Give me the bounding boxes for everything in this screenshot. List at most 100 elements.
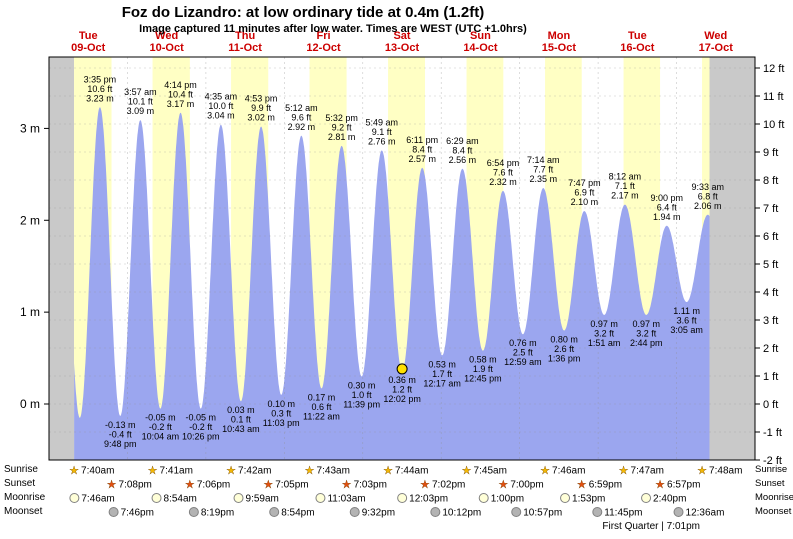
moonset-circle-icon [349,507,360,517]
right-axis-label: 6 ft [763,231,778,243]
left-axis-label: 1 m [20,305,40,319]
tide-high-annotation: 6:54 pm [487,158,520,168]
moonrise-time: 12:03pm [409,494,448,505]
tide-low-annotation: 1.9 ft [473,364,494,374]
tide-low-annotation: 1:36 pm [548,354,581,364]
tide-low-annotation: 0.76 m [509,338,537,348]
tide-low-annotation: 0.80 m [550,335,578,345]
moonrise-time: 2:40pm [653,494,686,505]
sunset-star-icon: ★ [185,479,195,491]
tide-low-annotation: 2:44 pm [630,338,663,348]
moonset-circle-icon [592,507,603,517]
tide-high-annotation: 4:53 pm [245,94,278,104]
moonrise-circle-icon [233,493,244,503]
tide-high-annotation: 9:00 pm [650,193,683,203]
tide-high-annotation: 4:35 am [205,92,238,102]
right-axis-label: 5 ft [763,259,778,271]
day-label-name: Tue [79,30,98,42]
moonrise-circle-icon [478,493,489,503]
tide-high-annotation: 9.1 ft [372,127,393,137]
tide-low-annotation: 3.2 ft [594,328,615,338]
tide-low-annotation: 12:45 pm [464,374,502,384]
tide-high-annotation: 9.2 ft [332,122,353,132]
moonset-row-label-right: Moonset [755,506,792,517]
tide-low-annotation: 10:43 am [222,424,260,434]
tide-high-annotation: 6:29 am [446,136,479,146]
tide-low-annotation: 12:17 am [423,378,461,388]
sunset-star-icon: ★ [420,479,430,491]
sunset-time: 7:08pm [119,480,152,491]
moonrise-row-label-left: Moonrise [4,492,46,503]
right-axis-label: 9 ft [763,147,778,159]
sunrise-star-icon: ★ [540,465,550,477]
sunset-time: 6:59pm [589,480,622,491]
sunrise-row-label-left: Sunrise [4,464,38,475]
tide-low-annotation: 0.1 ft [231,415,252,425]
day-label-date: 17-Oct [699,42,734,54]
moonset-circle-icon [511,507,522,517]
tide-curve [74,107,710,461]
tide-high-annotation: 1.94 m [653,212,681,222]
sunset-star-icon: ★ [655,479,665,491]
moonset-time: 10:57pm [523,508,562,519]
moonset-time: 9:32pm [362,508,395,519]
tide-high-annotation: 7.6 ft [493,167,514,177]
day-label-name: Fri [317,30,331,42]
tide-low-annotation: 11:22 am [303,411,340,421]
sunset-row-label-left: Sunset [4,478,36,489]
tide-high-annotation: 2.35 m [530,174,558,184]
tide-low-annotation: 0.97 m [633,319,661,329]
day-label-name: Wed [155,30,178,42]
tide-low-annotation: 0.17 m [308,392,336,402]
tide-high-annotation: 10.0 ft [208,101,234,111]
sunset-row-label-right: Sunset [755,478,785,489]
tide-low-annotation: 12:02 pm [383,394,421,404]
sunrise-time: 7:42am [238,466,271,477]
tide-low-annotation: 11:39 pm [343,399,380,409]
moonset-circle-icon [269,507,280,517]
tide-high-annotation: 3.17 m [167,99,195,109]
tide-high-annotation: 10.6 ft [87,84,113,94]
moonrise-time: 9:59am [246,494,279,505]
tide-high-annotation: 5:49 am [366,117,399,127]
right-axis-label: 10 ft [763,119,784,131]
moonset-circle-icon [108,507,119,517]
tide-low-annotation: -0.05 m [186,413,217,423]
sunset-star-icon: ★ [498,479,508,491]
right-axis-label: 1 ft [763,371,778,383]
day-label-name: Thu [235,30,255,42]
tide-high-annotation: 2.17 m [611,191,639,201]
tide-low-annotation: 12:59 am [504,357,542,367]
tide-high-annotation: 3:57 am [124,87,157,97]
sunset-star-icon: ★ [342,479,352,491]
moonset-circle-icon [430,507,441,517]
sunrise-star-icon: ★ [619,465,629,477]
moonrise-time: 7:46am [81,494,114,505]
tide-high-annotation: 9.9 ft [251,103,272,113]
tide-low-annotation: 0.10 m [267,399,295,409]
sunset-time: 7:02pm [432,480,465,491]
moonrise-circle-icon [641,493,652,503]
tide-high-annotation: 2.10 m [571,197,599,207]
sunrise-time: 7:40am [81,466,114,477]
moonset-time: 7:46pm [121,508,154,519]
tide-high-annotation: 2.06 m [694,201,722,211]
moonset-row-label-left: Moonset [4,506,43,517]
moonrise-row-label-right: Moonrise [755,492,793,503]
sunset-time: 6:57pm [667,480,700,491]
tide-high-annotation: 3.09 m [127,106,155,116]
tide-low-annotation: 3.6 ft [677,316,698,326]
day-label-name: Tue [628,30,647,42]
moonrise-time: 1:53pm [572,494,605,505]
sunrise-row-label-right: Sunrise [755,464,788,475]
tide-low-annotation: -0.13 m [105,420,136,430]
sunrise-star-icon: ★ [226,465,236,477]
sunrise-time: 7:43am [317,466,350,477]
left-axis-label: 3 m [20,121,40,135]
day-label-date: 10-Oct [150,42,185,54]
sunrise-time: 7:45am [474,466,507,477]
moon-phase-label: First Quarter | 7:01pm [602,521,700,532]
tide-high-annotation: 10.4 ft [168,89,194,99]
right-axis-label: 0 ft [763,399,778,411]
